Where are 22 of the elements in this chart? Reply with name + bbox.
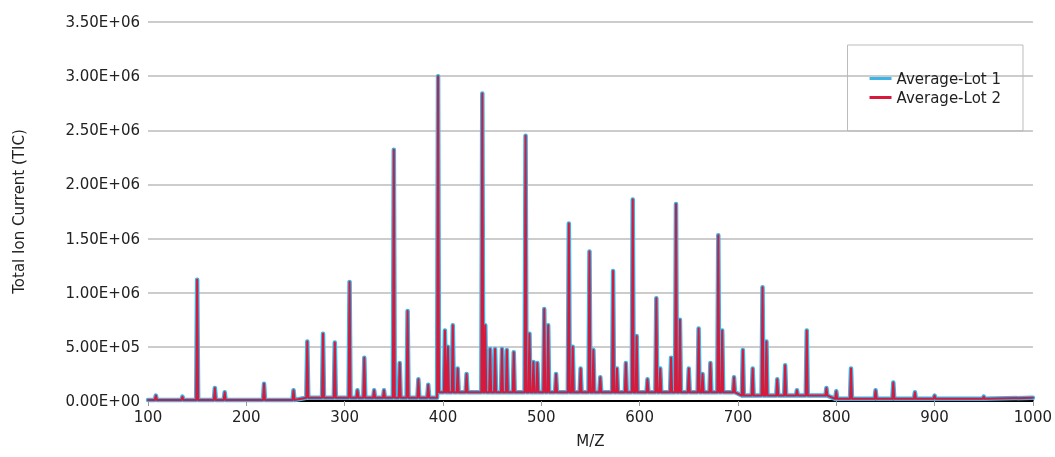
x-tick-label: 300 [330,407,359,426]
y-tick-label: 1.50E+06 [65,229,140,248]
y-tick-label: 0.00E+00 [65,392,140,410]
x-tick-label: 600 [625,407,654,426]
y-tick-label: 2.00E+06 [65,175,140,194]
x-tick-label: 200 [232,407,261,426]
legend-label: Average-Lot 2 [896,88,1002,107]
x-tick-label: 800 [821,407,851,426]
y-tick-label: 3.50E+06 [65,13,140,31]
y-tick-label: 1.00E+06 [65,283,140,302]
x-tick-label: 700 [723,407,753,426]
legend-label: Average-Lot 1 [896,69,1002,88]
y-tick-label: 5.00E+05 [65,337,140,356]
x-axis-title: M/Z [576,431,605,450]
x-tick-label: 400 [428,407,458,426]
x-tick-label: 900 [920,407,949,426]
x-tick-label: 1000 [1013,407,1053,426]
y-tick-label: 2.50E+06 [65,121,140,140]
x-tick-label: 500 [526,407,556,426]
x-tick-label: 100 [133,407,163,426]
y-axis-title: Total Ion Current (TIC) [9,129,28,295]
y-tick-label: 3.00E+06 [65,67,140,86]
